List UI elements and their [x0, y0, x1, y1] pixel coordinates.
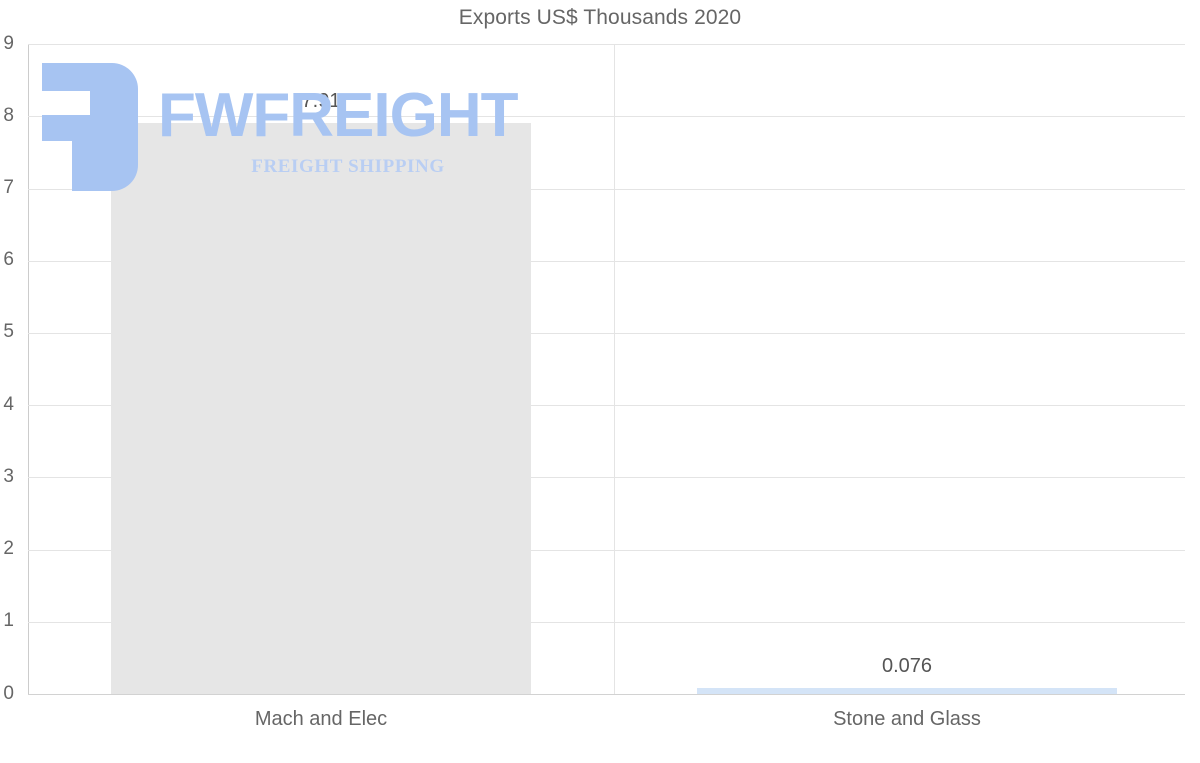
y-axis-tick-label: 4 [3, 394, 14, 415]
gridline [28, 550, 1185, 551]
x-axis-label-stone-and-glass: Stone and Glass [833, 708, 981, 730]
bar-value-label-mach-and-elec: 7.91 [301, 90, 341, 112]
y-axis-tick-label: 8 [3, 105, 14, 126]
gridline [28, 116, 1185, 117]
gridline [28, 189, 1185, 190]
x-axis-label-mach-and-elec: Mach and Elec [254, 708, 388, 730]
plot-area: 7.91 0.076 FWFREIGHT FREIGHT SHIPPING [28, 44, 1185, 695]
y-axis-tick-label: 3 [3, 466, 14, 487]
gridline [28, 333, 1185, 334]
gridline [28, 622, 1185, 623]
gridline [28, 261, 1185, 262]
y-axis-tick-label: 1 [3, 610, 14, 631]
y-axis-line [28, 44, 29, 695]
y-axis-tick-label: 9 [3, 33, 14, 54]
y-axis-tick-label: 7 [3, 177, 14, 198]
x-axis-baseline [28, 694, 1185, 695]
y-axis-tick-label: 6 [3, 249, 14, 270]
bar-mach-and-elec[interactable] [111, 123, 531, 694]
y-axis-tick-label: 0 [3, 683, 14, 704]
y-axis-tick-label: 5 [3, 321, 14, 342]
gridline [28, 477, 1185, 478]
category-divider-gridline [614, 44, 615, 694]
y-axis-tick-label: 2 [3, 538, 14, 559]
bar-value-label-stone-and-glass: 0.076 [881, 655, 933, 677]
gridline [28, 44, 1185, 45]
chart-title: Exports US$ Thousands 2020 [458, 6, 742, 29]
bar-stone-and-glass[interactable] [697, 688, 1117, 694]
gridline [28, 405, 1185, 406]
